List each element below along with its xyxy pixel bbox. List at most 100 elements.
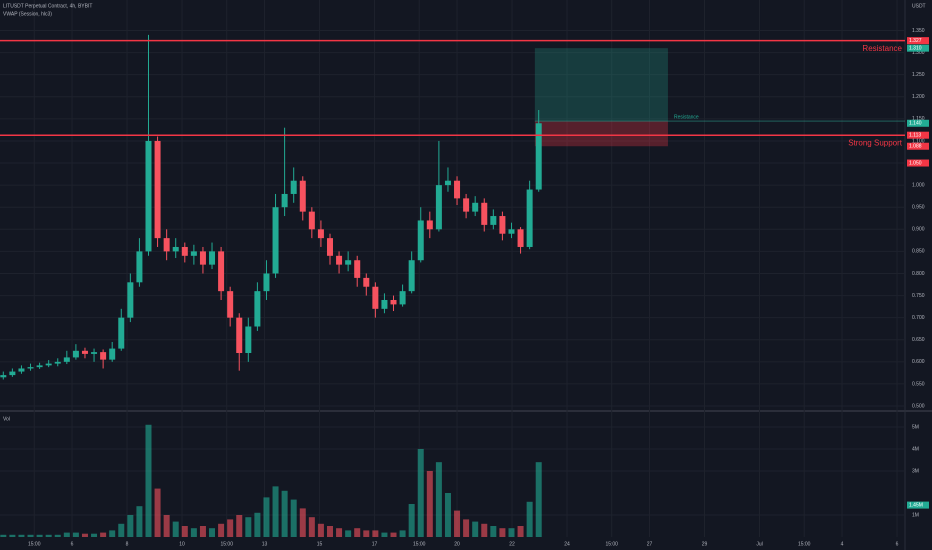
volume-bar <box>245 517 252 537</box>
price-label: 1.113 <box>909 133 921 139</box>
volume-bar <box>526 501 533 537</box>
candle-body <box>81 350 88 354</box>
price-label: 1.140 <box>909 121 922 127</box>
candle-body <box>535 123 542 190</box>
volume-bar <box>218 523 225 537</box>
volume-bar <box>172 521 179 537</box>
price-label: 1.327 <box>909 38 922 44</box>
volume-bar <box>91 533 98 537</box>
x-tick-label: 29 <box>702 541 708 547</box>
volume-bar <box>154 488 161 537</box>
candle-body <box>190 251 197 256</box>
y-tick-label: 1.350 <box>912 28 925 34</box>
volume-bar <box>54 534 61 537</box>
candle-body <box>236 317 243 354</box>
indicator-label: VWAP (Session, hlc3) <box>3 11 52 17</box>
candle-body <box>172 246 179 252</box>
level-label: Strong Support <box>848 138 903 147</box>
y-tick-label: 1.000 <box>912 182 925 188</box>
candle-body <box>390 299 397 305</box>
candle-body <box>308 211 315 230</box>
volume-bar <box>199 525 206 537</box>
candle-body <box>290 180 297 194</box>
volume-bar <box>27 534 34 537</box>
volume-bar <box>517 525 524 537</box>
chart-title: LITUSDT Perpetual Contract, 4h, BYBIT <box>3 3 92 9</box>
x-tick-label: 17 <box>372 541 378 547</box>
candle-body <box>136 251 143 283</box>
y-tick-label: 0.650 <box>912 337 925 343</box>
volume-bar <box>18 534 25 537</box>
candle-body <box>399 291 406 305</box>
candle-body <box>118 317 125 349</box>
volume-bar <box>463 519 470 537</box>
candle-body <box>508 229 515 234</box>
volume-bar <box>0 534 7 537</box>
x-tick-label: Jul <box>756 541 762 547</box>
y-tick-label: 0.950 <box>912 205 925 211</box>
candle-body <box>499 216 506 234</box>
volume-title: Vol <box>3 416 10 422</box>
y-tick-label: 0.900 <box>912 227 925 233</box>
volume-bar <box>145 424 152 537</box>
volume-bar <box>372 530 379 537</box>
candle-body <box>227 291 234 318</box>
candle-body <box>209 251 216 265</box>
volume-bar <box>535 462 542 537</box>
price-label: 1.088 <box>909 144 922 150</box>
x-tick-label: 6 <box>71 541 74 547</box>
candle-body <box>526 189 533 247</box>
candle-body <box>218 251 225 292</box>
y-tick-label: 0.550 <box>912 381 925 387</box>
volume-bar <box>336 528 343 537</box>
volume-bar <box>390 532 397 537</box>
x-tick-label: 4 <box>841 541 844 547</box>
grid <box>0 0 905 537</box>
candle-body <box>100 352 107 360</box>
volume-bar <box>417 448 424 537</box>
candle-body <box>9 371 16 376</box>
candle-body <box>36 365 43 368</box>
volume-bar <box>454 510 461 537</box>
volume-tick-label: 1M <box>912 512 919 518</box>
y-tick-label: 0.500 <box>912 403 925 409</box>
y-tick-label: 0.850 <box>912 249 925 255</box>
candle-body <box>381 299 388 309</box>
candle-body <box>481 202 488 225</box>
candle-body <box>345 260 352 265</box>
price-label: 1.050 <box>909 160 922 166</box>
candle-body <box>426 220 433 230</box>
x-tick-label: 20 <box>454 541 460 547</box>
volume-bar <box>444 492 451 537</box>
candle-body <box>317 229 324 239</box>
volume-bar <box>299 508 306 537</box>
entry-label: Resistance <box>674 114 699 120</box>
candle-body <box>408 260 415 292</box>
candle-body <box>454 180 461 199</box>
price-label-box <box>907 159 929 167</box>
x-tick-label: 24 <box>564 541 570 547</box>
volume-bar <box>9 534 16 537</box>
y-tick-label: 1.100 <box>912 138 925 144</box>
candle-body <box>163 238 170 252</box>
x-tick-label: 10 <box>179 541 185 547</box>
volume-bar <box>118 523 125 537</box>
candle-body <box>181 246 188 256</box>
volume-bar <box>254 512 261 537</box>
candle-body <box>254 291 261 327</box>
volume-label-box <box>907 501 929 509</box>
volume-bar <box>499 528 506 537</box>
candle-body <box>463 198 470 212</box>
x-tick-label: 15:00 <box>798 541 811 547</box>
price-label-box <box>907 119 929 127</box>
candle-body <box>336 255 343 265</box>
y-tick-label: 1.300 <box>912 50 925 56</box>
volume-bar <box>72 532 79 537</box>
candle-body <box>444 180 451 186</box>
candle-body <box>435 185 442 230</box>
candle-body <box>127 282 134 318</box>
volume-bar <box>181 525 188 537</box>
candle-body <box>18 368 25 372</box>
level-label: Resistance <box>862 44 902 53</box>
volume-bar <box>481 523 488 537</box>
